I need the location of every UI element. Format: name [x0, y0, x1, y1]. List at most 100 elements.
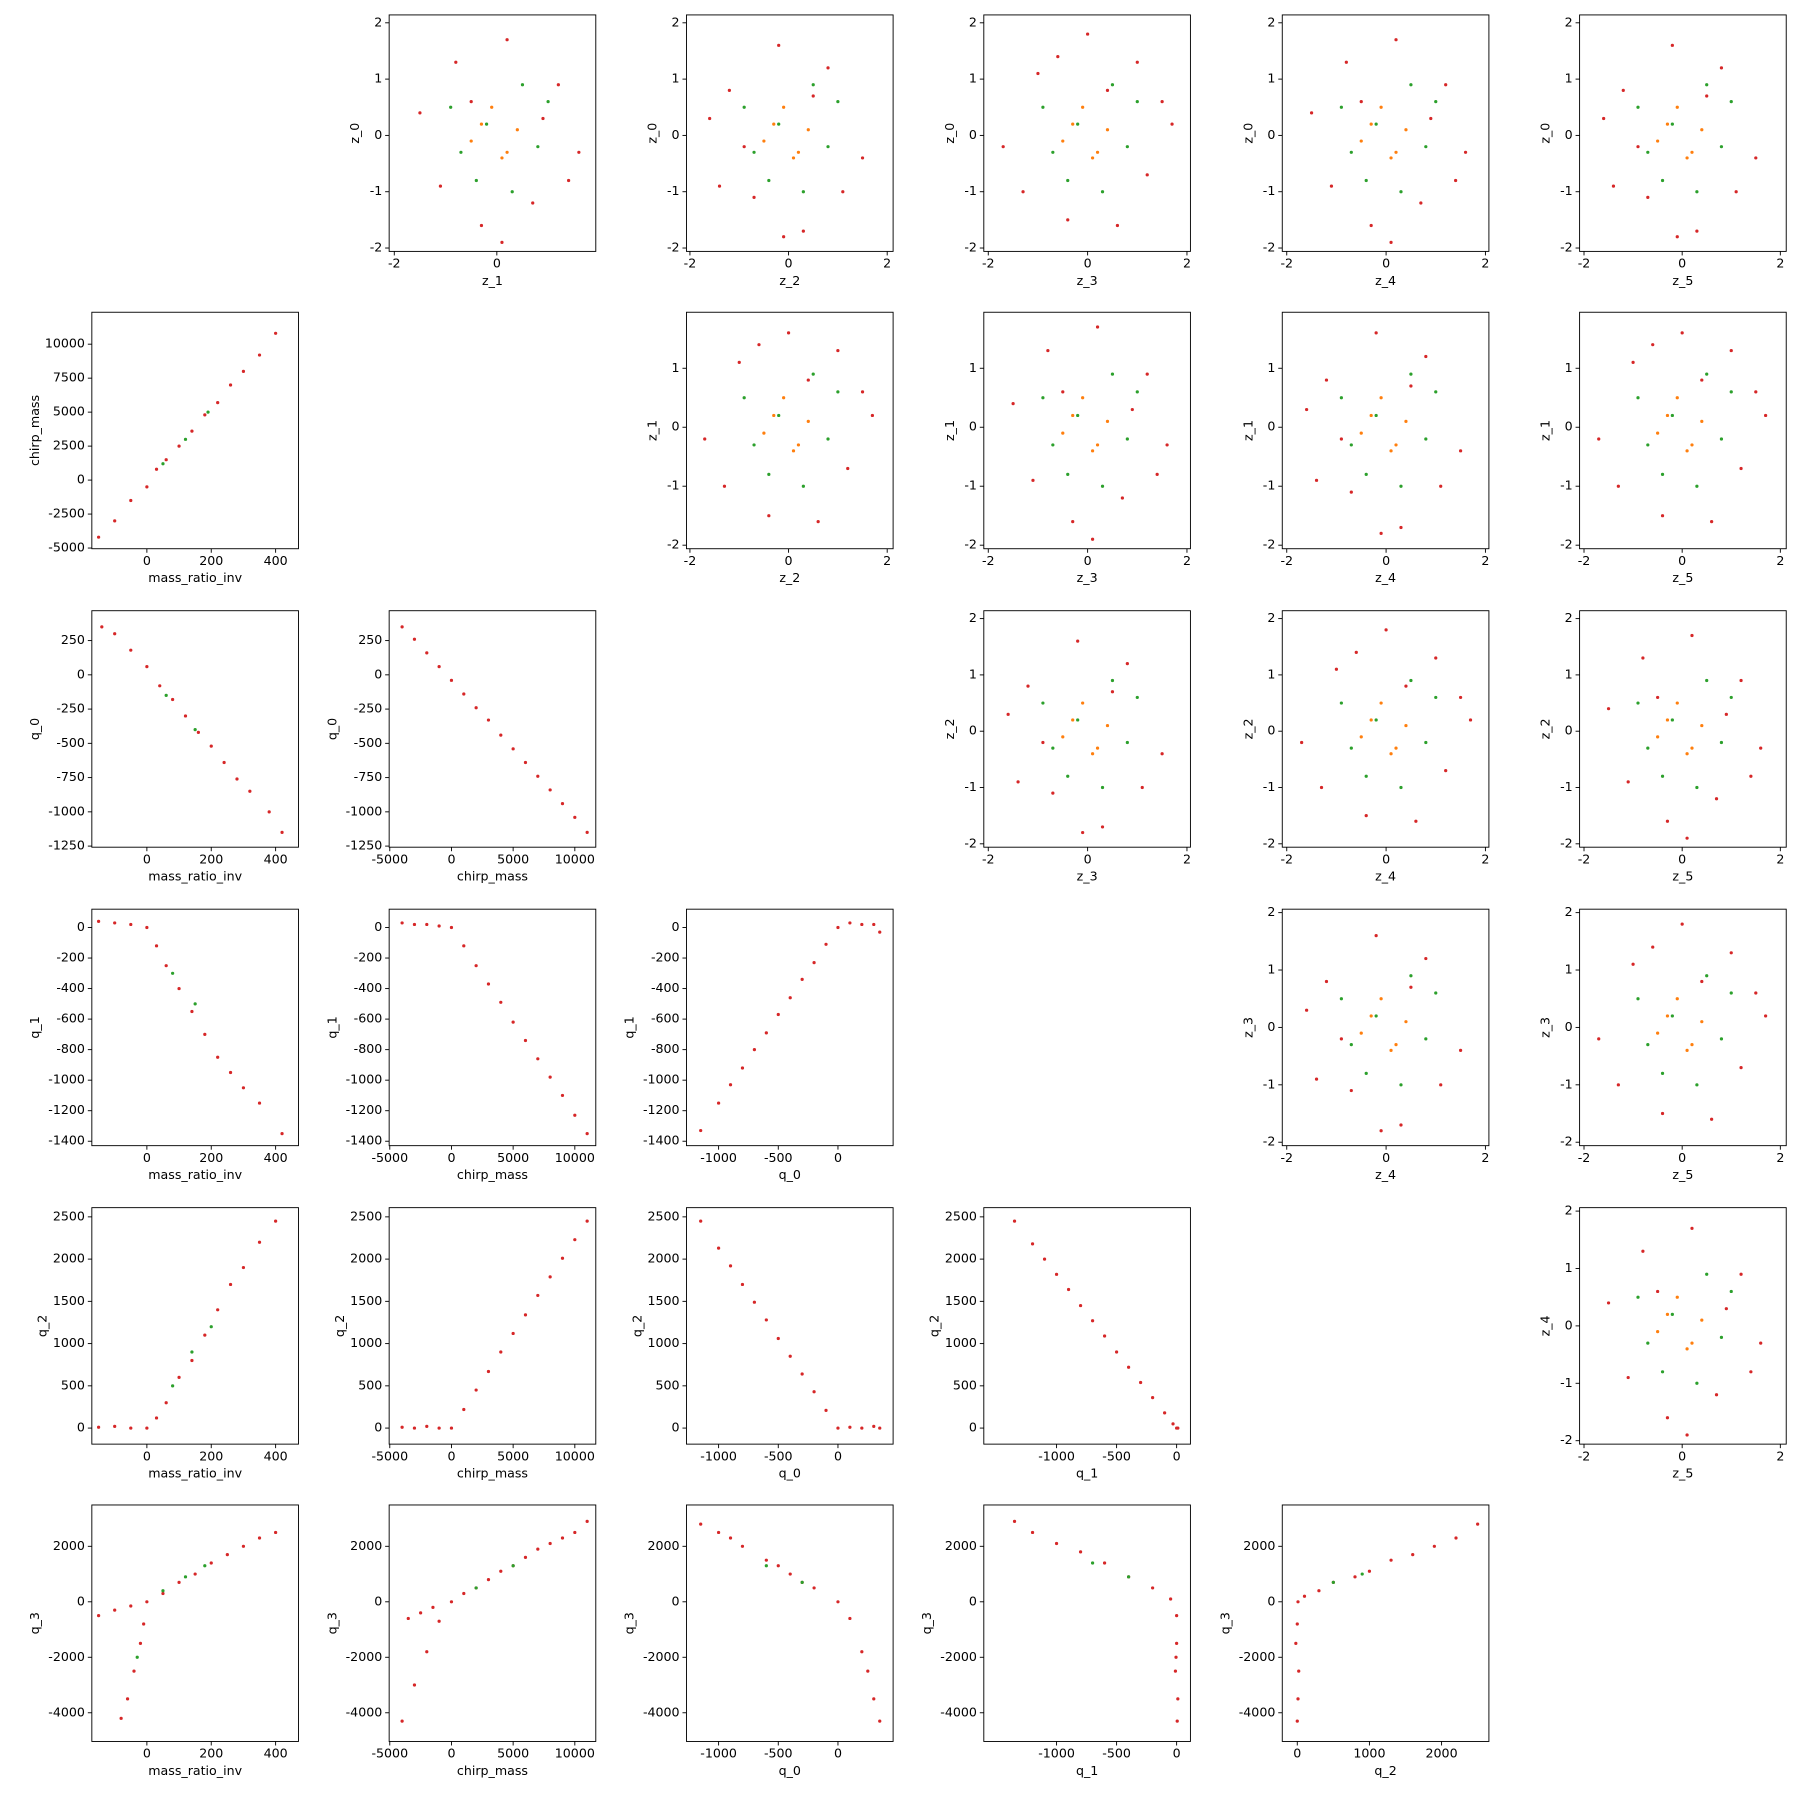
point: [776, 1564, 780, 1568]
subplot: -1000 -500 0 0 500 1000 1500 2000 2500 q_1 q_2: [927, 1207, 1191, 1480]
point: [1409, 83, 1413, 87]
y-tick-label: 2000: [945, 1538, 977, 1553]
point: [848, 921, 852, 925]
point: [1012, 1519, 1017, 1523]
y-tick-label: 0: [969, 1420, 977, 1435]
point: [145, 485, 149, 489]
x-tick-label: 400: [264, 1448, 288, 1463]
axes-frame: [686, 1504, 894, 1742]
y-tick-label: 0: [969, 127, 977, 142]
point: [1710, 519, 1714, 524]
y-tick-label: 1: [672, 71, 680, 86]
point: [1169, 1597, 1173, 1601]
x-tick-label: 0: [1678, 1448, 1686, 1463]
point: [1090, 449, 1095, 453]
point: [145, 1600, 149, 1604]
point: [1476, 1522, 1480, 1526]
y-axis-label: z_3: [1538, 1017, 1553, 1038]
y-tick-label: -4000: [1239, 1704, 1276, 1719]
point: [1611, 184, 1616, 188]
point: [777, 122, 781, 126]
y-tick-label: 0: [672, 1593, 680, 1608]
y-tick-label: 0: [1267, 1593, 1275, 1608]
y-tick-label: 0: [1565, 127, 1573, 142]
points: [1597, 922, 1768, 1121]
point: [812, 1586, 816, 1590]
point: [235, 777, 239, 781]
point: [1041, 701, 1045, 705]
point: [449, 925, 454, 930]
point: [1389, 1048, 1393, 1052]
y-tick-label: -1: [1263, 779, 1276, 794]
point: [699, 1522, 703, 1526]
point: [536, 774, 540, 778]
x-tick-label: 0: [1084, 851, 1092, 866]
x-axis-label: z_3: [1077, 570, 1098, 585]
point: [560, 1093, 565, 1098]
y-tick-label: 1: [672, 360, 680, 375]
y-tick-label: -2: [667, 537, 680, 552]
point: [742, 105, 746, 109]
x-axis-label: q_0: [779, 1763, 801, 1778]
point: [1670, 122, 1674, 126]
point: [1145, 173, 1149, 177]
point: [1135, 60, 1139, 64]
point: [1656, 1330, 1660, 1334]
point: [728, 1264, 733, 1268]
point: [1660, 774, 1665, 778]
point: [248, 789, 252, 793]
points: [699, 921, 882, 1133]
y-tick-label: -250: [354, 701, 383, 716]
x-tick-label: 2: [883, 553, 891, 568]
y-tick-label: -4000: [940, 1704, 977, 1719]
axes-frame: [686, 14, 894, 252]
y-tick-label: 2000: [53, 1538, 85, 1553]
point: [800, 1580, 804, 1584]
y-tick-label: -4000: [346, 1704, 383, 1719]
x-tick-label: 200: [199, 1150, 223, 1165]
points: [1300, 628, 1473, 823]
point: [132, 1669, 136, 1673]
point: [1719, 437, 1724, 441]
subplot: -2 0 2 -2 -1 0 1 2 z_5 z_0: [1538, 14, 1787, 288]
point: [1424, 354, 1428, 359]
y-tick-label: -1200: [48, 1102, 85, 1117]
x-axis-label: z_5: [1672, 273, 1693, 288]
point: [190, 1350, 194, 1354]
point: [1626, 1375, 1630, 1380]
axes-frame: [1579, 610, 1787, 848]
y-tick-label: -1: [1263, 183, 1276, 198]
x-tick-label: 2: [883, 256, 891, 271]
x-axis-label: chirp_mass: [457, 1763, 528, 1778]
point: [782, 235, 786, 239]
point: [1670, 1312, 1674, 1317]
point: [1125, 437, 1129, 441]
x-tick-label: -500: [764, 1448, 793, 1463]
point: [764, 1318, 768, 1322]
x-tick-label: 2: [1481, 256, 1489, 271]
point: [1090, 1561, 1095, 1565]
y-tick-label: 0: [77, 1593, 85, 1608]
point: [1700, 128, 1704, 132]
point: [1165, 443, 1169, 447]
y-tick-label: 2500: [350, 1208, 382, 1223]
point: [1434, 390, 1438, 394]
point: [486, 1577, 491, 1582]
point: [1297, 1669, 1301, 1673]
point: [860, 1426, 864, 1430]
point: [1126, 1365, 1131, 1369]
x-tick-label: 0: [1382, 1150, 1390, 1165]
point: [1339, 701, 1343, 705]
point: [1636, 701, 1640, 705]
point: [1700, 1020, 1704, 1024]
point: [1379, 531, 1383, 535]
point: [1434, 656, 1438, 660]
point: [228, 383, 233, 387]
point: [1665, 1312, 1670, 1317]
subplot: -2 0 2 -2 -1 0 1 2 z_5 z_2: [1538, 610, 1787, 884]
y-tick-label: 1: [1565, 71, 1573, 86]
x-tick-label: 2: [1776, 256, 1784, 271]
point: [848, 1425, 852, 1429]
point: [1724, 1307, 1728, 1311]
point: [437, 1619, 441, 1623]
